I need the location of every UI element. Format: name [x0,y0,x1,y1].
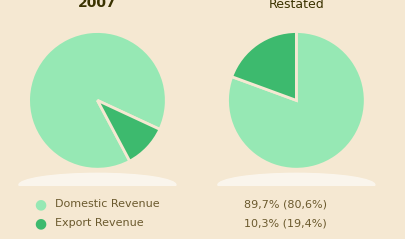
Wedge shape [227,32,364,169]
Text: 89,7% (80,6%): 89,7% (80,6%) [243,199,326,209]
Ellipse shape [217,173,375,197]
Ellipse shape [18,173,176,197]
Wedge shape [28,32,166,169]
Wedge shape [231,32,296,100]
Text: ●: ● [34,197,47,211]
Text: ●: ● [34,217,47,230]
Title: 2006
Restated: 2006 Restated [268,0,324,11]
Text: Export Revenue: Export Revenue [55,218,143,228]
Title: 2007: 2007 [78,0,117,10]
Text: Domestic Revenue: Domestic Revenue [55,199,159,209]
Wedge shape [97,100,160,161]
Text: 10,3% (19,4%): 10,3% (19,4%) [243,218,326,228]
